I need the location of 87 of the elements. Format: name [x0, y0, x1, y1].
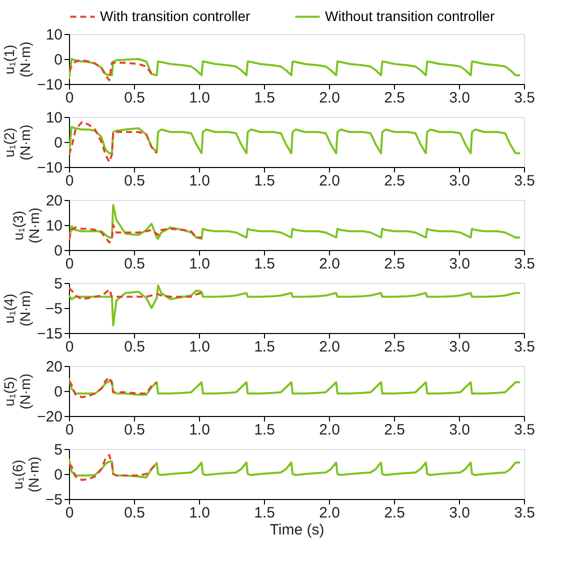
legend-label: With transition controller	[100, 8, 251, 24]
x-tick-label: 2.0	[319, 504, 340, 522]
x-tick-label: 3.0	[449, 90, 470, 106]
x-tick-label: 2.5	[384, 90, 405, 106]
x-tick-label: 1.0	[189, 422, 210, 438]
y-tick-label: 5	[54, 276, 62, 292]
y-axis-title: u₁(2) (N·m)	[1, 124, 34, 160]
x-tick-label: 1.0	[189, 172, 210, 190]
x-tick-label: 0.5	[124, 504, 145, 522]
y-tick-label: −15	[37, 326, 62, 342]
y-tick-label: 10	[46, 26, 62, 44]
x-tick-label: 3.5	[514, 504, 535, 522]
y-tick-label: 10	[46, 110, 62, 126]
x-tick-label: 2.5	[384, 172, 405, 190]
line-series	[69, 58, 522, 80]
line-series	[69, 59, 153, 82]
x-tick-label: 2.5	[384, 504, 405, 522]
x-tick-label: 3.0	[449, 172, 470, 190]
x-tick-label: 2.0	[319, 338, 340, 356]
x-tick-label: 0	[65, 90, 74, 106]
y-tick-label: 0	[54, 52, 62, 68]
x-tick-label: 0.5	[124, 172, 145, 190]
y-tick-label: −10	[37, 160, 62, 176]
line-series	[69, 284, 522, 326]
x-tick-label: 3.5	[514, 338, 535, 356]
x-tick-label: 0.5	[124, 90, 145, 106]
x-tick-label: 3.0	[449, 338, 470, 356]
line-series	[69, 454, 158, 481]
x-axis-title: Time (s)	[270, 522, 324, 538]
y-tick-label: 0	[54, 242, 62, 260]
x-tick-label: 2.5	[384, 338, 405, 356]
y-tick-label: 0	[54, 134, 62, 152]
x-tick-label: 1.5	[254, 172, 275, 190]
x-tick-label: 0.5	[124, 422, 145, 438]
x-tick-label: 1.5	[254, 256, 275, 272]
y-tick-label: −20	[37, 408, 62, 426]
x-tick-label: 2.0	[319, 256, 340, 272]
line-series	[69, 376, 158, 398]
x-tick-label: 3.0	[449, 504, 470, 522]
x-tick-label: 0	[65, 504, 74, 522]
x-tick-label: 3.0	[449, 422, 470, 438]
line-series	[69, 126, 522, 156]
x-tick-label: 1.0	[189, 256, 210, 272]
x-tick-label: 1.0	[189, 504, 210, 522]
line-series	[69, 121, 158, 163]
y-tick-label: 20	[46, 192, 62, 210]
x-tick-label: 0.5	[124, 256, 145, 272]
x-tick-label: 0	[65, 172, 74, 190]
line-series	[69, 458, 522, 478]
y-tick-label: −5	[45, 300, 62, 318]
x-tick-label: 1.5	[254, 422, 275, 438]
x-tick-label: 3.5	[514, 90, 535, 106]
y-axis-title: u₁(3) (N·m)	[10, 208, 42, 244]
x-tick-label: 3.5	[514, 422, 535, 438]
x-tick-label: 1.0	[189, 338, 210, 356]
x-tick-label: 1.5	[254, 338, 275, 356]
y-tick-label: 0	[54, 384, 62, 400]
y-tick-label: 20	[46, 358, 62, 376]
x-tick-label: 3.5	[514, 172, 535, 190]
line-series	[69, 287, 203, 300]
y-axis-title: u₁(4) (N·m)	[1, 290, 34, 326]
x-tick-label: 2.0	[319, 90, 340, 106]
x-tick-label: 2.5	[384, 422, 405, 438]
x-tick-label: 0	[65, 338, 74, 356]
y-tick-label: −5	[45, 492, 62, 508]
x-tick-label: 1.0	[189, 90, 210, 106]
y-tick-label: 5	[54, 442, 62, 458]
x-tick-label: 3.5	[514, 256, 535, 272]
x-tick-label: 0.5	[124, 338, 145, 356]
line-series	[69, 378, 522, 396]
y-axis-title: u₁(5) (N·m)	[1, 374, 34, 410]
x-tick-label: 1.5	[254, 504, 275, 522]
line-series	[69, 224, 203, 244]
x-tick-label: 0	[65, 256, 74, 272]
x-tick-label: 0	[65, 422, 74, 438]
x-tick-label: 2.5	[384, 256, 405, 272]
x-tick-label: 2.0	[319, 422, 340, 438]
legend-label: Without transition controller	[325, 8, 495, 24]
y-tick-label: 10	[46, 218, 62, 234]
y-tick-label: 0	[54, 466, 62, 484]
y-tick-label: −10	[37, 76, 62, 94]
line-series	[69, 204, 522, 241]
x-tick-label: 3.0	[449, 256, 470, 272]
x-tick-label: 1.5	[254, 90, 275, 106]
y-axis-title: u₁(6) (N·m)	[9, 456, 42, 492]
x-tick-label: 2.0	[319, 172, 340, 190]
y-axis-title: u₁(1) (N·m)	[1, 42, 34, 78]
